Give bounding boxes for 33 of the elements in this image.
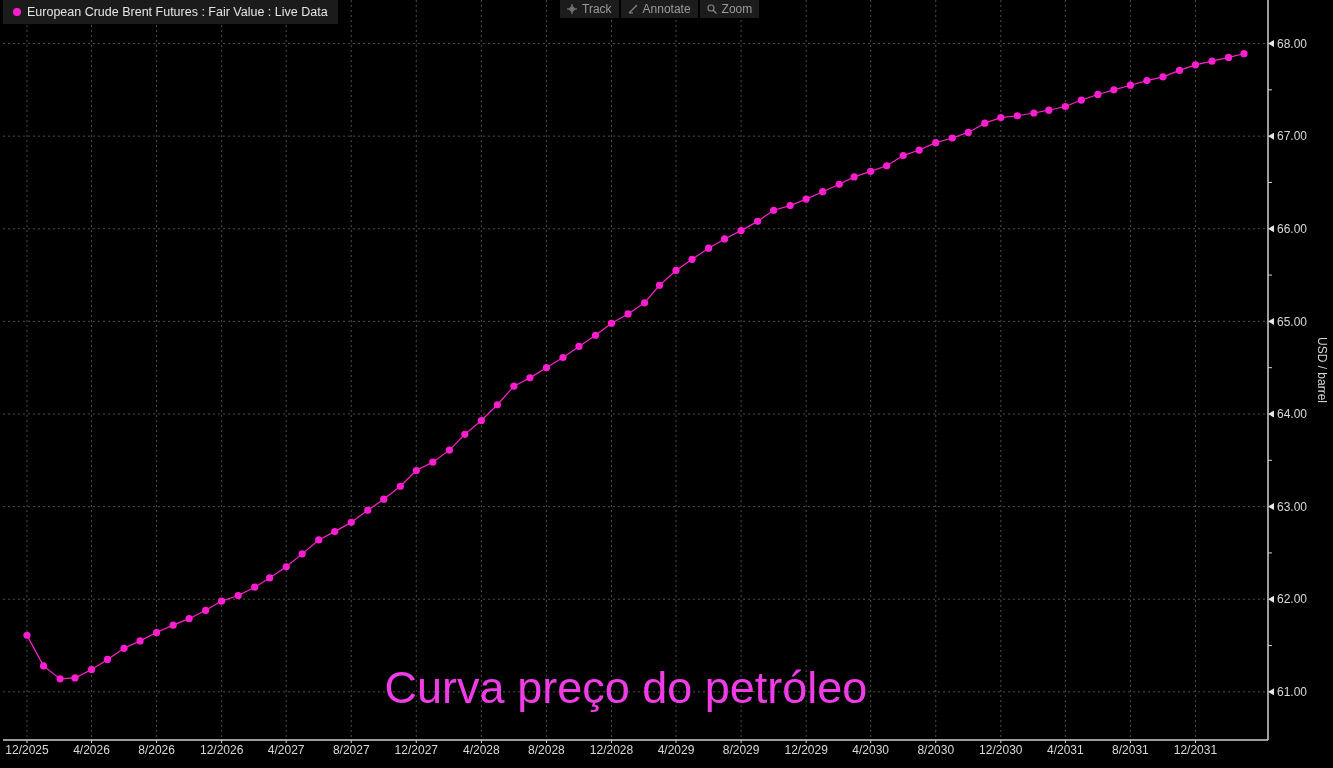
x-tick-label: 8/2031 (1112, 742, 1150, 757)
text: Curva preço do petróleo (383, 662, 869, 714)
x-tick-label: 12/2028 (589, 742, 634, 757)
annotation: Zoom (721, 2, 753, 16)
legend-label: European Crude Brent Futures : Fair Value : Live Data (27, 5, 328, 19)
x-tick-label: 8/2028 (528, 742, 566, 757)
y-tick-label: 67.00 (1277, 129, 1308, 144)
y-tick-label: 64.00 (1277, 407, 1308, 422)
x-tick-label: 12/2027 (394, 742, 439, 757)
y-axis-title: USD / barrel (1315, 336, 1329, 404)
annotation: Track (582, 2, 612, 16)
y-tick-label: 61.00 (1277, 685, 1308, 700)
x-tick-label: 12/2031 (1173, 742, 1218, 757)
x-tick-label: 8/2029 (722, 742, 760, 757)
y-tick-label: 62.00 (1277, 592, 1308, 607)
x-tick-label: 4/2030 (852, 742, 890, 757)
x-tick-label: 4/2028 (463, 742, 501, 757)
x-tick-label: 12/2025 (5, 742, 50, 757)
x-tick-label: 12/2026 (199, 742, 244, 757)
x-tick-label: 4/2031 (1046, 742, 1085, 757)
y-tick-label: 63.00 (1277, 499, 1308, 514)
x-tick-label: 8/2027 (332, 742, 370, 757)
x-tick-label: 12/2029 (784, 742, 829, 757)
x-tick-label: 12/2030 (979, 742, 1023, 757)
annotation: Annotate (642, 2, 691, 16)
x-tick-label: 4/2029 (657, 742, 695, 757)
x-tick-label: 8/2026 (138, 742, 176, 757)
x-tick-label: 4/2026 (73, 742, 111, 757)
y-tick-label: 68.00 (1277, 36, 1308, 51)
y-tick-label: 66.00 (1277, 221, 1308, 236)
y-tick-label: 65.00 (1277, 314, 1308, 329)
x-tick-label: 8/2030 (917, 742, 955, 757)
x-tick-label: 4/2027 (267, 742, 305, 757)
